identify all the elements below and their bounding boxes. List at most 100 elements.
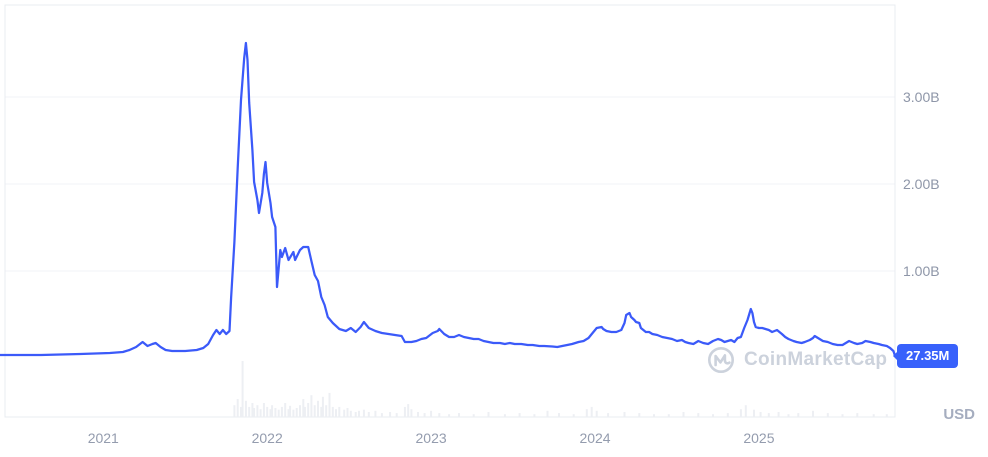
volume-bar (712, 414, 714, 417)
volume-bar (380, 413, 383, 417)
volume-bar (503, 414, 506, 417)
volume-bar (472, 414, 475, 417)
volume-bar (313, 405, 316, 417)
volume-bar (812, 410, 814, 417)
volume-bar (697, 413, 700, 417)
volume-bar (430, 410, 433, 417)
volume-bar (299, 405, 301, 417)
volume-bar (767, 413, 770, 417)
volume-bar (302, 399, 305, 417)
volume-bar (653, 414, 655, 417)
volume-bar (244, 400, 247, 417)
volume-bar (777, 412, 780, 417)
volume-bar (797, 413, 800, 417)
volume-bar (739, 409, 742, 417)
volume-bar (872, 414, 875, 417)
y-tick-label: 3.00B (903, 89, 940, 105)
volume-bar (284, 403, 287, 417)
volume-bar (585, 409, 588, 417)
volume-bar (325, 405, 328, 417)
volume-bar (667, 414, 670, 417)
y-tick-label: 1.00B (903, 263, 940, 279)
volume-bar (338, 406, 341, 417)
volume-bar (638, 413, 641, 417)
volume-bar (287, 409, 290, 417)
volume-bar (885, 414, 888, 417)
watermark-text: CoinMarketCap (744, 349, 888, 370)
volume-bar (236, 399, 239, 417)
x-tick-label: 2024 (579, 430, 611, 446)
volume-bar (856, 413, 859, 417)
x-tick-label: 2022 (251, 430, 283, 446)
volume-bar (307, 403, 310, 417)
volume-bar (389, 412, 392, 417)
volume-bar (607, 413, 610, 417)
volume-bar (533, 414, 536, 417)
x-tick-label: 2025 (743, 430, 775, 446)
volume-bar (417, 412, 419, 417)
volume-bar (248, 406, 251, 417)
volume-bar (546, 410, 549, 417)
volume-bar (320, 406, 323, 417)
volume-bar (274, 408, 277, 417)
x-tick-label: 2023 (415, 430, 447, 446)
volume-bar (572, 414, 575, 417)
price-line (0, 41, 897, 357)
volume-bar (487, 412, 490, 417)
latest-value-badge: 27.35M (892, 343, 959, 368)
volume-bar (343, 409, 346, 417)
volume-bar (277, 409, 280, 417)
volume-bar (410, 409, 413, 417)
volume-bar (269, 409, 272, 417)
volume-bar (349, 410, 352, 417)
volume-bar (354, 412, 357, 417)
volume-bar (321, 396, 324, 417)
volume-bar (403, 406, 406, 417)
volume-bar (841, 414, 844, 417)
volume-bar (292, 409, 295, 417)
volume-bar (595, 410, 598, 417)
volume-bar (726, 413, 729, 417)
volume-bar (518, 413, 521, 417)
volume-bar (328, 392, 331, 417)
volume-bar (787, 414, 790, 417)
volume-bar (280, 406, 283, 417)
volume-bar (623, 412, 626, 417)
volume-bar (367, 412, 370, 417)
volume-bar (271, 405, 274, 417)
volume-bar (423, 413, 426, 417)
volume-bar (310, 395, 313, 417)
volume-bar (374, 410, 377, 417)
volume-bar (590, 406, 593, 417)
volume-bar (395, 413, 398, 417)
volume-bar (253, 408, 256, 417)
volume-bar (407, 404, 410, 417)
volume-bar (744, 405, 747, 417)
volume-bar (458, 413, 460, 417)
volume-bar (262, 403, 265, 417)
volume-bar (753, 409, 755, 417)
volume-bar (759, 412, 762, 417)
volume-bar (251, 403, 254, 417)
volume-bar (346, 408, 349, 417)
plot-border (4, 4, 896, 418)
currency-unit-label: USD (943, 406, 975, 423)
volume-bar (358, 410, 360, 417)
x-tick-label: 2021 (87, 430, 119, 446)
y-tick-label: 2.00B (903, 176, 940, 192)
volume-bar (295, 408, 298, 417)
volume-bar (448, 414, 451, 417)
coinmarketcap-logo-icon (708, 347, 734, 373)
volume-bar (331, 406, 334, 417)
watermark: CoinMarketCap (706, 345, 887, 375)
volume-bar (317, 400, 319, 417)
volume-bar (256, 405, 259, 417)
volume-bar (826, 413, 829, 417)
volume-bar (241, 361, 244, 417)
volume-bar (682, 412, 685, 417)
volume-bar (558, 413, 560, 417)
volume-bar (438, 413, 441, 417)
volume-bar (335, 409, 337, 417)
